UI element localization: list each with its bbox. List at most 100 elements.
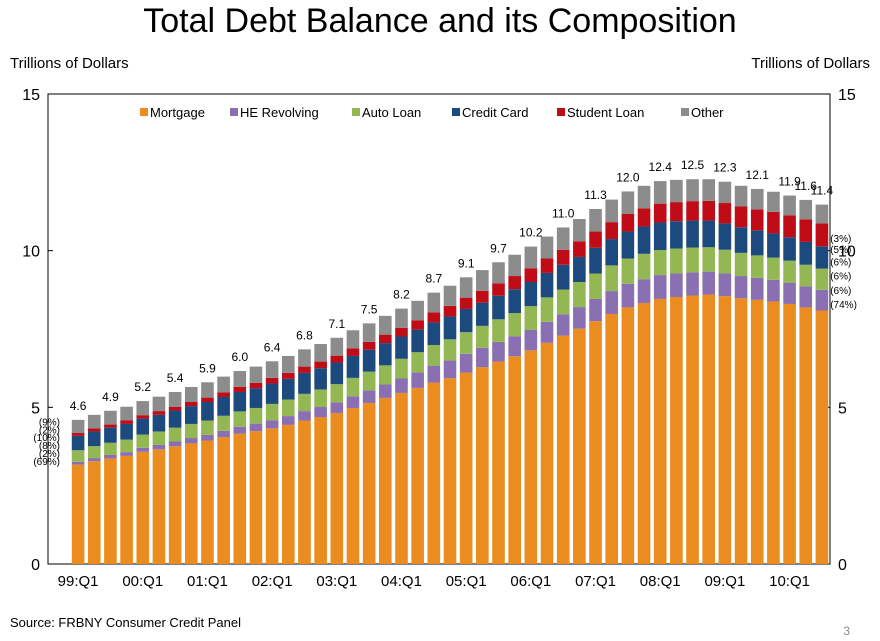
bar-segment-he-revolving <box>201 434 214 441</box>
bar-segment-he-revolving <box>718 273 732 297</box>
bar-segment-credit-card <box>298 372 311 394</box>
bar-segment-he-revolving <box>249 423 263 432</box>
bar-segment-credit-card <box>168 410 182 428</box>
bar-segment-mortgage <box>120 455 133 564</box>
bar-segment-auto-loan <box>783 260 796 283</box>
bar-segment-credit-card <box>265 383 279 404</box>
total-label: 9.7 <box>490 241 507 255</box>
legend-label-other: Other <box>691 105 724 120</box>
bar-segment-auto-loan <box>750 255 764 278</box>
total-label: 7.1 <box>328 317 345 331</box>
page-number: 3 <box>843 624 850 638</box>
bar-segment-student-loan <box>362 341 376 350</box>
bar-segment-credit-card <box>71 435 85 451</box>
bar-segment-he-revolving <box>540 321 554 343</box>
bar-segment-mortgage <box>492 361 505 564</box>
bar-segment-credit-card <box>670 221 683 249</box>
bar-segment-he-revolving <box>508 336 521 357</box>
share-label-last: (3%) <box>830 234 851 245</box>
bar-segment-auto-loan <box>556 289 570 315</box>
total-label: 12.1 <box>746 168 770 182</box>
bar-segment-student-loan <box>346 348 360 356</box>
total-label: 11.6 <box>795 179 818 193</box>
bar-segment-other <box>201 382 214 398</box>
x-tick-label: 10:Q1 <box>769 573 810 590</box>
bar-segment-mortgage <box>443 378 457 564</box>
bar-segment-auto-loan <box>281 399 295 417</box>
bar-segment-student-loan <box>120 420 133 424</box>
bar-segment-other <box>265 361 279 378</box>
bar-segment-he-revolving <box>653 275 667 299</box>
legend-swatch-credit-card <box>452 108 460 116</box>
total-label: 11.9 <box>778 175 801 189</box>
bar-segment-auto-loan <box>670 248 683 274</box>
bar-segment-auto-loan <box>298 393 311 412</box>
y-axis-unit-left: Trillions of Dollars <box>10 55 129 72</box>
share-label-first: (10%) <box>33 433 60 444</box>
bar-segment-auto-loan <box>443 339 457 361</box>
bar-segment-auto-loan <box>718 249 732 274</box>
bar-segment-other <box>104 410 117 425</box>
bar-segment-auto-loan <box>249 407 263 424</box>
bar-segment-credit-card <box>702 220 716 248</box>
bar-segment-auto-loan <box>379 365 392 385</box>
bar-segment-he-revolving <box>492 341 505 362</box>
bar-segment-auto-loan <box>589 273 602 299</box>
bar-segment-auto-loan <box>184 423 198 439</box>
bar-segment-auto-loan <box>637 253 651 280</box>
bar-segment-he-revolving <box>734 276 748 299</box>
bar-segment-he-revolving <box>605 291 619 314</box>
legend-swatch-student-loan <box>557 108 565 116</box>
bar-segment-credit-card <box>556 264 570 290</box>
bar-segment-mortgage <box>87 461 101 564</box>
bar-segment-auto-loan <box>799 264 813 287</box>
bar-segment-credit-card <box>184 406 198 424</box>
bar-segment-auto-loan <box>168 427 182 442</box>
share-label-last: (6%) <box>830 286 851 297</box>
bar-segment-other <box>152 396 166 412</box>
bar-segment-he-revolving <box>443 360 457 379</box>
bar-segment-mortgage <box>670 297 683 564</box>
bar-segment-mortgage <box>476 367 489 564</box>
bar-segment-auto-loan <box>605 265 619 292</box>
bar-segment-other <box>734 185 748 207</box>
bar-segment-other <box>783 195 796 216</box>
bar-segment-credit-card <box>573 256 586 282</box>
bar-segment-auto-loan <box>767 257 780 280</box>
bar-segment-credit-card <box>459 308 473 333</box>
total-label: 12.3 <box>713 161 737 175</box>
total-label: 11.3 <box>584 188 607 202</box>
bar-segment-credit-card <box>492 295 505 320</box>
bar-segment-other <box>799 199 813 220</box>
bar-segment-auto-loan <box>476 325 489 348</box>
bar-segment-other <box>718 181 732 204</box>
bar-segment-other <box>71 419 85 434</box>
bar-segment-student-loan <box>427 312 441 323</box>
bar-segment-mortgage <box>718 296 732 564</box>
bar-segment-other <box>702 179 716 201</box>
bar-segment-auto-loan <box>734 252 748 277</box>
bar-segment-mortgage <box>605 313 619 564</box>
bar-segment-mortgage <box>362 402 376 564</box>
bar-segment-auto-loan <box>362 371 376 391</box>
bar-segment-student-loan <box>104 424 117 428</box>
share-label-last: (6%) <box>830 258 851 269</box>
bar-segment-other <box>184 386 198 403</box>
bar-segment-credit-card <box>201 402 214 421</box>
bar-segment-credit-card <box>217 396 230 416</box>
bar-segment-student-loan <box>799 219 813 242</box>
bar-segment-mortgage <box>589 321 602 564</box>
bar-segment-other <box>314 344 327 362</box>
bar-segment-he-revolving <box>281 416 295 425</box>
y-tick-label-left: 15 <box>22 87 40 104</box>
bar-segment-he-revolving <box>136 447 150 452</box>
bar-segment-student-loan <box>136 415 150 419</box>
bar-segment-he-revolving <box>71 461 85 465</box>
bar-segment-mortgage <box>540 342 554 564</box>
bar-segment-auto-loan <box>330 384 344 403</box>
share-label-first: (2%) <box>39 449 60 460</box>
bar-segment-credit-card <box>718 223 732 250</box>
bar-segment-mortgage <box>750 299 764 564</box>
bar-segment-mortgage <box>136 451 150 564</box>
bar-segment-student-loan <box>459 297 473 309</box>
